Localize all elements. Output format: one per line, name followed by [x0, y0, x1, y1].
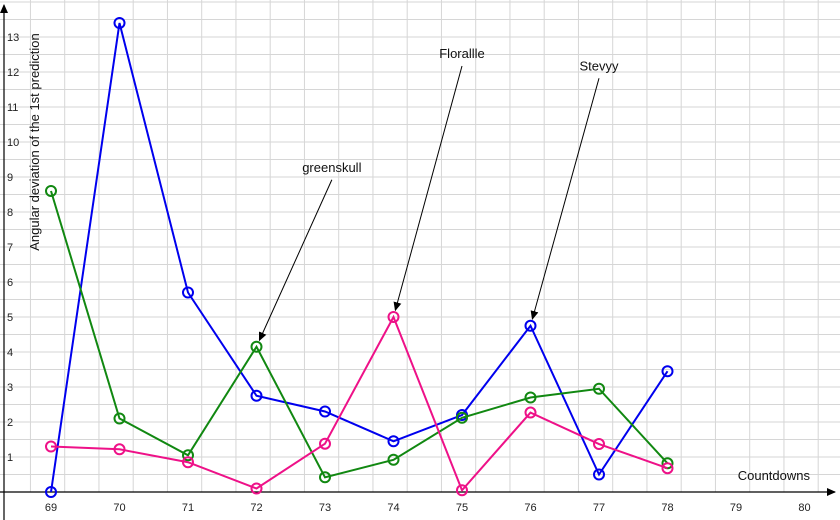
series: [45, 17, 674, 498]
annotation-arrow: [258, 179, 333, 342]
data-point: [661, 462, 674, 475]
y-tick-label: 2: [7, 417, 13, 429]
data-point: [524, 391, 537, 404]
y-tick-label: 11: [7, 102, 18, 114]
x-axis-label: Countdowns: [738, 468, 811, 483]
x-tick-label: 78: [661, 502, 673, 514]
data-point: [387, 435, 400, 448]
annotation: greenskull: [258, 160, 362, 342]
data-point: [387, 453, 400, 466]
data-point: [250, 482, 263, 495]
axes: [0, 4, 836, 520]
y-tick-label: 4: [7, 347, 13, 359]
y-tick-label: 13: [7, 32, 19, 44]
y-tick-label: 7: [7, 242, 13, 254]
data-point: [250, 340, 263, 353]
grid: [0, 0, 840, 492]
annotations: greenskull Florallle Stevyy: [258, 46, 619, 342]
data-point: [45, 440, 57, 453]
data-point: [456, 484, 468, 497]
data-point: [113, 412, 126, 425]
series-line: [50, 22, 669, 493]
series-2: [45, 185, 674, 484]
tick-labels: 69 70 71 72 73 74 75 76 77 78 79 801234567891011121…: [7, 32, 811, 514]
x-tick-label: 74: [387, 502, 399, 514]
annotation-label: greenskull: [302, 160, 361, 175]
data-point: [456, 411, 468, 424]
data-point: [319, 405, 331, 418]
y-tick-label: 12: [7, 67, 19, 79]
x-tick-label: 69: [45, 502, 57, 514]
x-tick-label: 79: [730, 502, 742, 514]
x-tick-label: 72: [250, 502, 262, 514]
data-point: [661, 457, 674, 470]
data-point: [45, 185, 57, 197]
x-tick-label: 75: [456, 502, 468, 514]
data-point: [182, 456, 194, 469]
annotation-arrow: [530, 78, 600, 320]
annotation-label: Stevyy: [579, 58, 619, 73]
x-tick-label: 70: [113, 502, 125, 514]
data-point: [45, 486, 57, 498]
y-tick-label: 6: [7, 277, 13, 289]
y-tick-label: 9: [7, 172, 13, 184]
data-point: [661, 365, 674, 378]
x-tick-label: 77: [593, 502, 605, 514]
data-point: [524, 319, 537, 332]
y-tick-label: 10: [7, 137, 19, 149]
data-point: [319, 471, 331, 484]
x-tick-label: 80: [798, 502, 810, 514]
x-tick-label: 73: [319, 502, 331, 514]
series-3: [45, 311, 674, 497]
x-tick-label: 71: [182, 502, 194, 514]
data-point: [250, 389, 263, 402]
y-axis-label: Angular deviation of the 1st prediction: [27, 33, 42, 251]
y-tick-label: 1: [7, 452, 13, 464]
x-tick-label: 76: [524, 502, 536, 514]
y-tick-label: 5: [7, 312, 13, 324]
data-point: [593, 382, 605, 395]
data-point: [182, 449, 194, 462]
series-line: [50, 190, 669, 479]
data-point: [113, 443, 126, 456]
data-point: [113, 17, 126, 29]
annotation-arrow: [393, 65, 463, 312]
data-point: [319, 437, 331, 450]
annotation: Florallle: [393, 46, 485, 312]
series-line: [50, 314, 668, 493]
y-tick-label: 8: [7, 207, 13, 219]
y-tick-label: 3: [7, 382, 13, 394]
data-point: [387, 311, 400, 323]
data-point: [182, 286, 194, 299]
annotation-label: Florallle: [439, 46, 485, 61]
series-1: [45, 17, 674, 498]
data-point: [593, 468, 605, 481]
data-point: [524, 406, 537, 419]
annotation: Stevyy: [530, 58, 619, 320]
data-point: [593, 438, 605, 451]
